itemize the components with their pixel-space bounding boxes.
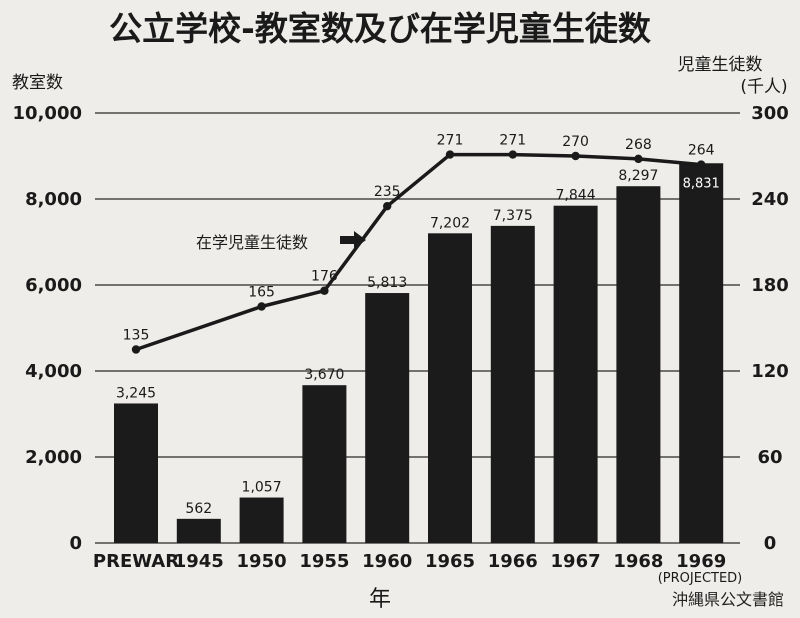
bar-value-label: 3,670 [304,367,344,383]
bar [302,385,347,543]
student-line: 135 165 176 235 271 271 270 268 264 [123,133,715,354]
line-value-label: 165 [248,285,275,301]
bar-value-label: 1,057 [242,480,282,496]
line-point [257,302,266,311]
projected-note: (PROJECTED) [658,571,743,586]
line-annotation: 在学児童生徒数 [196,233,308,252]
y-tick-label: 10,000 [13,103,82,124]
y-tick-label: 8,000 [25,189,82,210]
y2-tick-label: 300 [751,103,789,124]
bar [428,233,472,543]
line-value-label: 264 [688,143,715,159]
bar-value-label: 5,813 [367,275,407,291]
annotation-arrow-icon [340,231,366,249]
x-tick-label: 1965 [425,551,475,572]
line-value-label: 176 [311,269,338,285]
line-value-label: 271 [499,133,526,149]
y2-tick-label: 120 [751,361,789,382]
x-tick-label: PREWAR [93,551,179,572]
bar-value-label: 7,844 [556,188,596,204]
line-point [383,201,392,211]
bar-value-label: 562 [185,501,212,517]
x-tick-label: 1966 [488,551,538,572]
line-value-label: 235 [374,184,401,200]
line-point [508,150,517,159]
y2-tick-labels: 0 60 120 180 240 300 [751,103,789,554]
y-tick-label: 4,000 [25,361,82,382]
line-value-label: 268 [625,137,652,153]
x-axis-label: 年 [369,587,391,612]
line-point [320,286,329,295]
line-value-label: 135 [123,328,150,344]
y2-axis-label: 児童生徒数 [678,55,763,75]
line-point [697,160,706,169]
bar [365,293,410,543]
y2-tick-label: 180 [751,275,789,296]
bar [239,497,284,543]
x-tick-label: 1960 [362,551,412,572]
x-tick-label: 1968 [613,551,663,572]
bar [114,403,158,543]
bar-value-label: 3,245 [116,385,156,401]
bar [176,518,221,543]
bar-value-label: 7,375 [493,208,533,224]
bar-value-label: 7,202 [430,215,470,231]
line-value-label: 270 [562,134,589,150]
x-tick-label: 1950 [237,551,287,572]
bar [553,205,598,543]
x-tick-label: 1955 [299,551,349,572]
bar [616,186,661,543]
y-tick-label: 6,000 [25,275,82,296]
y2-tick-label: 0 [764,533,777,554]
bar-value-label: 8,297 [618,168,658,184]
watermark: 沖縄県公文書館 [672,590,784,609]
line-point [634,154,643,164]
y2-tick-label: 240 [751,189,789,210]
chart-title: 公立学校-教室数及び在学児童生徒数 [109,9,652,48]
x-tick-label: 1967 [551,551,601,572]
line-value-label: 271 [437,133,464,149]
line-point [571,151,580,161]
y-tick-label: 2,000 [25,447,82,468]
y2-axis-unit: (千人) [740,77,787,97]
line-point [445,150,455,159]
line-point [131,345,141,354]
x-tick-label: 1969 [676,551,726,572]
bar-value-labels: 3,245 562 1,057 3,670 5,813 7,202 7,375 7,844 8,… [116,168,720,517]
bars [114,163,724,543]
x-tick-label: 1945 [174,551,224,572]
y-tick-label: 0 [69,533,82,554]
y-tick-labels: 0 2,000 4,000 6,000 8,000 10,000 [13,103,82,554]
bar [490,225,535,543]
y-axis-label: 教室数 [12,73,63,93]
bar [679,163,724,543]
bar-value-label: 8,831 [683,176,720,191]
y2-tick-label: 60 [757,447,782,468]
